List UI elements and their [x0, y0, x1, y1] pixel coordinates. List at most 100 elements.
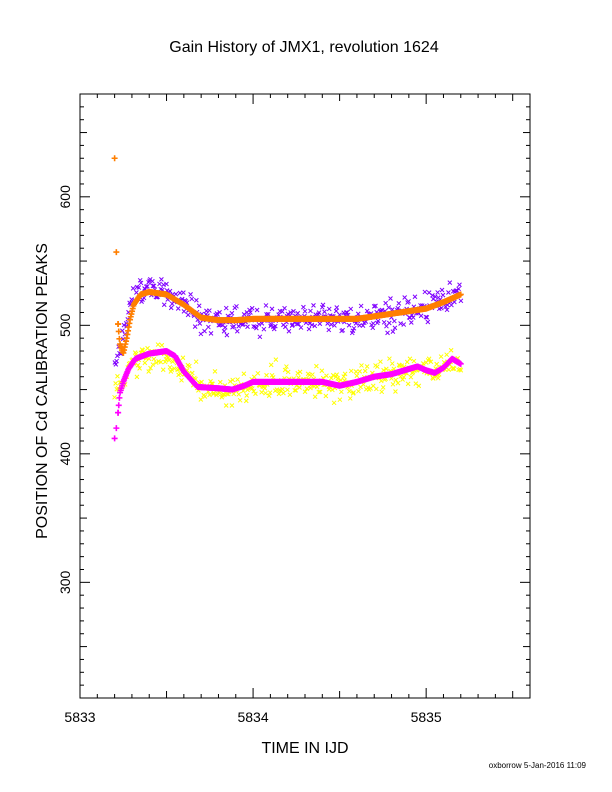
- x-axis-label: TIME IN IJD: [261, 740, 348, 757]
- x-tick-label: 5834: [237, 709, 268, 725]
- data-point: [189, 296, 195, 302]
- data-point: [254, 307, 260, 313]
- axis-tick-labels: 5833 5834 5835 300 400 500 600: [57, 185, 442, 725]
- data-point: [111, 435, 118, 442]
- data-point: [402, 295, 408, 300]
- data-point: [169, 367, 175, 372]
- y-tick-label: 500: [57, 313, 73, 337]
- data-point: [340, 327, 346, 333]
- data-point: [297, 385, 302, 390]
- data-point: [379, 307, 385, 313]
- data-point: [389, 361, 395, 366]
- data-point: [412, 294, 418, 300]
- data-point: [138, 280, 144, 286]
- data-point: [378, 359, 383, 365]
- data-point: [325, 321, 330, 326]
- data-point: [113, 425, 120, 432]
- data-point: [286, 328, 292, 334]
- data-point: [220, 391, 226, 397]
- y-tick-label: 300: [57, 570, 73, 594]
- data-point: [164, 281, 169, 287]
- data-point: [370, 325, 376, 331]
- data-point: [245, 387, 250, 393]
- data-point: [186, 363, 192, 369]
- data-point: [422, 289, 428, 295]
- data-point: [282, 324, 288, 330]
- y-tick-label: 600: [57, 185, 73, 209]
- data-point: [145, 283, 150, 289]
- data-point: [435, 375, 441, 381]
- data-point: [448, 347, 454, 353]
- data-point: [166, 357, 172, 363]
- data-point: [185, 312, 191, 318]
- data-point: [263, 390, 268, 396]
- data-point: [193, 359, 199, 365]
- data-point: [301, 304, 306, 310]
- data-point: [241, 371, 247, 377]
- data-point: [341, 374, 347, 379]
- data-point: [331, 400, 337, 406]
- data-point: [453, 288, 459, 293]
- data-point: [410, 315, 416, 320]
- data-point: [398, 321, 403, 326]
- data-point: [180, 355, 186, 361]
- data-point: [137, 366, 142, 371]
- data-point: [257, 334, 263, 340]
- data-point: [308, 385, 313, 391]
- data-point: [143, 284, 149, 290]
- data-point: [285, 369, 291, 375]
- data-point: [231, 323, 237, 329]
- data-point: [157, 281, 162, 287]
- data-point: [249, 305, 255, 311]
- data-point: [270, 375, 276, 380]
- data-point: [202, 394, 208, 399]
- data-point: [224, 332, 230, 338]
- data-point: [406, 299, 411, 304]
- data-point: [434, 361, 440, 367]
- data-point: [317, 321, 323, 327]
- data-point: [115, 409, 122, 416]
- data-point: [245, 324, 250, 330]
- data-point: [439, 305, 444, 311]
- data-point: [153, 360, 159, 366]
- data-point: [353, 369, 359, 374]
- data-point: [199, 379, 204, 385]
- data-point: [287, 392, 293, 398]
- data-point: [335, 376, 341, 381]
- data-point: [457, 291, 464, 298]
- data-point: [444, 307, 450, 313]
- data-point: [161, 302, 167, 308]
- x-tick-label: 5833: [64, 709, 95, 725]
- data-point: [334, 372, 340, 377]
- data-point: [439, 287, 445, 293]
- data-point: [395, 380, 401, 386]
- data-point: [390, 329, 396, 334]
- data-point: [259, 389, 265, 395]
- data-point: [320, 302, 326, 308]
- data-point: [181, 290, 186, 295]
- data-point: [279, 309, 285, 314]
- data-point: [162, 359, 168, 365]
- data-point: [348, 306, 354, 312]
- data-point: [316, 389, 322, 395]
- data-point: [424, 315, 430, 320]
- data-point: [447, 280, 453, 285]
- data-point: [332, 323, 337, 328]
- data-point: [339, 389, 344, 395]
- data-point: [334, 305, 340, 310]
- data-point: [416, 383, 422, 389]
- data-point: [344, 310, 350, 315]
- data-point: [130, 286, 136, 291]
- data-point: [150, 362, 156, 367]
- data-point: [338, 377, 344, 383]
- data-point: [425, 319, 431, 325]
- data-point: [413, 381, 419, 386]
- data-point: [113, 381, 118, 386]
- data-point: [115, 402, 122, 409]
- data-point: [114, 358, 119, 364]
- data-point: [241, 312, 247, 317]
- data-point: [324, 373, 329, 379]
- data-point: [113, 249, 120, 256]
- data-point: [282, 305, 287, 311]
